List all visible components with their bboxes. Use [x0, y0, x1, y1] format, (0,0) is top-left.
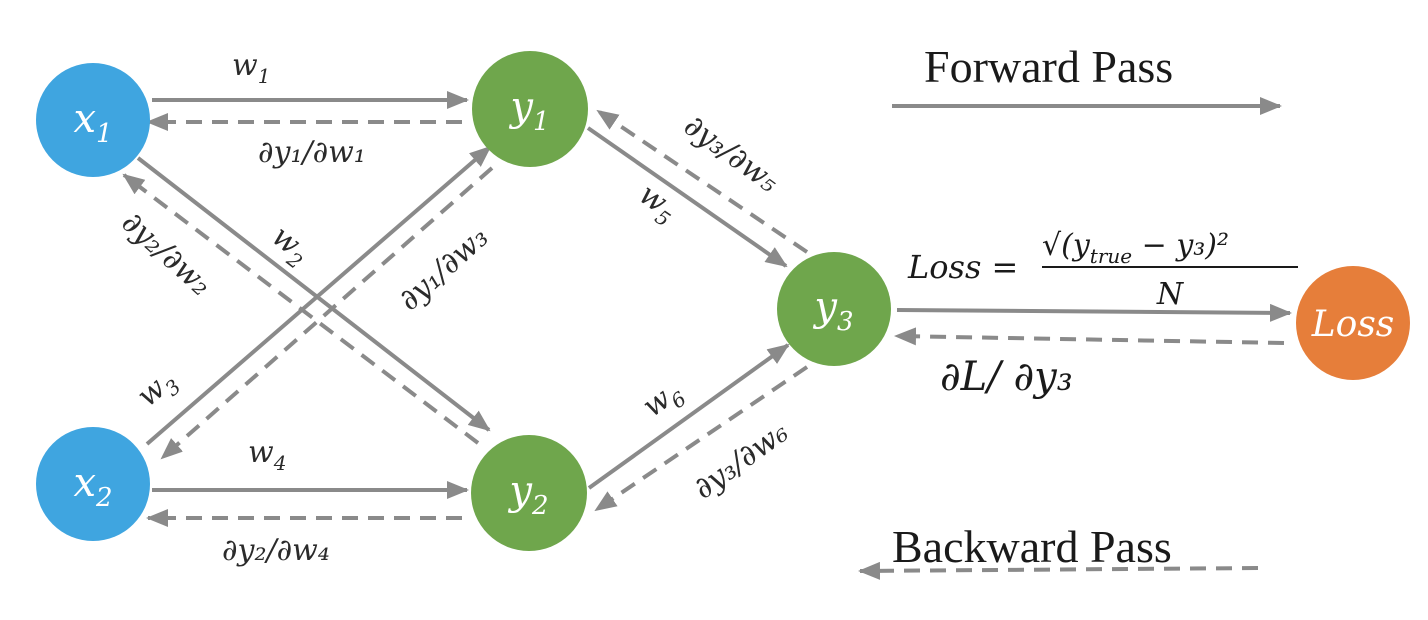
node-x1-label: x1 [73, 96, 112, 149]
node-x1: x1 [36, 63, 150, 177]
node-loss: Loss [1296, 266, 1410, 380]
grad-label-x1-y1: ∂y₁/∂w₁ [258, 135, 366, 170]
edge-y2-y3-forward [587, 343, 790, 490]
forward-edges [136, 91, 1292, 499]
edge-x1-y2-forward [136, 156, 491, 432]
edge-loss-y3-backward [894, 327, 1285, 346]
node-x2: x2 [36, 427, 150, 541]
edge-y3-y1-backward [596, 109, 809, 254]
node-y2-label: y2 [507, 468, 548, 521]
edge-y3-y2-backward [594, 365, 809, 512]
formula-denominator: N [1156, 277, 1185, 312]
node-y3-circle [777, 252, 891, 366]
formula-numerator: √(ytrue − y₃)² [1042, 228, 1229, 268]
weight-label-w5: w5 [630, 177, 684, 232]
loss-formula: Loss = √(ytrue − y₃)² N [907, 228, 1298, 312]
node-y1: y1 [472, 51, 588, 167]
grad-label-y3-loss: ∂L/ ∂y₃ [940, 354, 1073, 400]
node-x2-label: x2 [73, 460, 112, 513]
node-x2-circle [36, 427, 150, 541]
node-y2: y2 [471, 435, 587, 551]
edge-y1-y3-forward [586, 126, 788, 268]
node-loss-label: Loss [1311, 304, 1395, 345]
grad-label-x1-y2: ∂y₂/∂w₂ [115, 205, 219, 303]
legend-backward-arrow [858, 561, 1259, 580]
edge-y3-loss-forward [896, 303, 1292, 322]
formula-lhs: Loss = [907, 248, 1018, 286]
node-y3: y3 [777, 252, 891, 366]
node-y1-circle [472, 51, 588, 167]
weight-label-w4: w4 [248, 435, 286, 475]
node-loss-circle [1296, 266, 1410, 380]
legend-forward-label: Forward Pass [924, 41, 1173, 92]
backward-edges [122, 109, 1285, 580]
edge-y2-x1-backward [122, 173, 480, 445]
node-x1-circle [36, 63, 150, 177]
weight-label-w3: w3 [130, 362, 185, 417]
node-y3-label: y3 [812, 284, 853, 337]
node-y2-circle [471, 435, 587, 551]
weight-label-w2: w2 [262, 219, 317, 274]
grad-label-y1-y3: ∂y₃/∂w₅ [677, 108, 785, 200]
edge-x2-y1-forward [145, 145, 492, 446]
edge-y1-x2-backward [160, 166, 494, 460]
legend-backward-label: Backward Pass [892, 521, 1172, 572]
weight-label-w1: w1 [232, 48, 270, 88]
node-y1-label: y1 [508, 84, 549, 137]
grad-label-y2-y3: ∂y₃/∂w₆ [687, 415, 795, 507]
grad-label-x2-y2: ∂y₂/∂w₄ [222, 533, 330, 568]
grad-label-x2-y1: ∂y₁/∂w₃ [392, 220, 496, 318]
